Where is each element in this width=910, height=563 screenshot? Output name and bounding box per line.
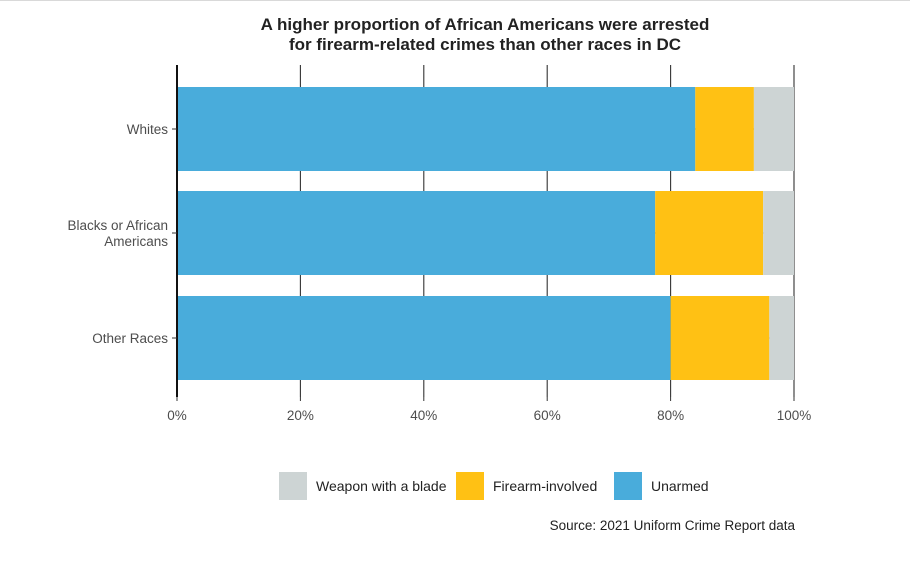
chart-legend: Weapon with a blade Firearm-involved Unarm… <box>0 472 910 502</box>
legend-label: Weapon with a blade <box>316 478 447 494</box>
y-tick-label: Blacks or African <box>67 218 168 233</box>
legend-item: Unarmed <box>614 472 709 500</box>
x-tick-label: 100% <box>777 408 812 423</box>
bar-segment <box>655 191 764 275</box>
bar-segment <box>177 296 671 380</box>
source-caption: Source: 2021 Uniform Crime Report data <box>549 518 795 533</box>
legend-swatch <box>614 472 642 500</box>
legend-label: Unarmed <box>651 478 709 494</box>
x-tick-label: 20% <box>287 408 314 423</box>
bar-segment <box>769 296 794 380</box>
legend-item: Firearm-involved <box>456 472 597 500</box>
x-tick-label: 40% <box>410 408 437 423</box>
bar-segment <box>177 191 656 275</box>
bar-segment <box>695 87 754 171</box>
bar-segment <box>753 87 794 171</box>
x-tick-label: 0% <box>167 408 187 423</box>
legend-item: Weapon with a blade <box>279 472 447 500</box>
bar-segment <box>670 296 770 380</box>
chart-title-line-1: A higher proportion of African Americans… <box>260 15 710 34</box>
legend-label: Firearm-involved <box>493 478 598 494</box>
y-tick-label: Whites <box>127 122 169 137</box>
x-tick-label: 60% <box>534 408 561 423</box>
legend-swatch <box>456 472 484 500</box>
bar-segment <box>177 87 696 171</box>
x-tick-label: 80% <box>657 408 684 423</box>
legend-swatch <box>279 472 307 500</box>
y-tick-label: Americans <box>104 234 168 249</box>
y-tick-label: Other Races <box>92 331 168 346</box>
chart-title-line-2: for firearm-related crimes than other ra… <box>288 35 682 54</box>
chart-title: A higher proportion of African Americans… <box>175 15 795 55</box>
bar-segment <box>763 191 794 275</box>
